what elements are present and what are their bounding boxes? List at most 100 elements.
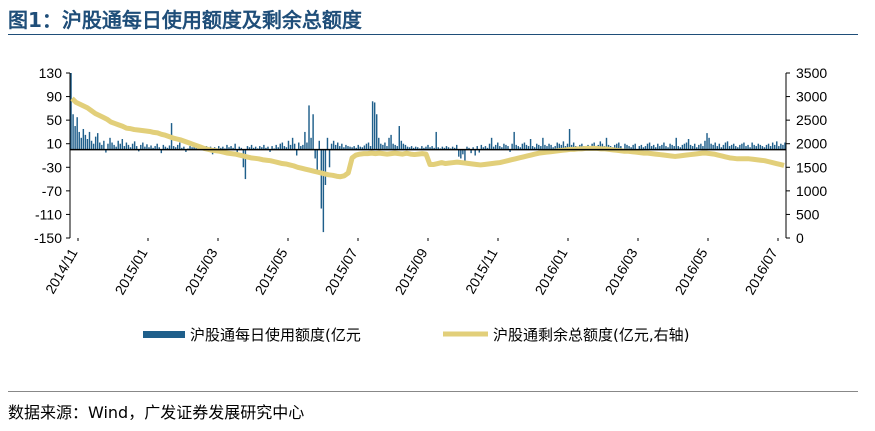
bar: [156, 143, 158, 150]
bar: [472, 147, 474, 150]
bar: [728, 146, 731, 150]
bar: [525, 144, 528, 150]
x-tick-label: 2015/09: [391, 245, 430, 297]
bar: [267, 146, 269, 150]
bar: [144, 146, 146, 150]
bar: [661, 144, 663, 150]
bar: [548, 143, 550, 150]
chart: 130 90 50 10 -30 -70 -110 -150 3500 3000 2500 2000 1…: [34, 65, 827, 344]
bar: [172, 146, 175, 150]
right-tick-label: 1500: [796, 159, 827, 175]
x-tick-label: 2015/05: [251, 245, 290, 297]
bar: [749, 147, 751, 150]
bar: [771, 142, 774, 150]
right-tick-label: 1000: [796, 183, 827, 199]
plot-area: [70, 73, 786, 233]
bar: [572, 142, 575, 150]
bar: [521, 143, 524, 150]
bar: [431, 146, 433, 150]
bar: [183, 146, 185, 150]
bar: [470, 149, 472, 154]
bar: [624, 143, 626, 150]
bar: [675, 137, 677, 150]
bar: [107, 143, 109, 150]
bar: [322, 149, 325, 233]
bar: [176, 144, 179, 150]
right-tick-label: 0: [796, 230, 804, 246]
bar: [634, 143, 636, 150]
title-divider: [8, 34, 858, 35]
bar: [529, 139, 532, 150]
bar: [669, 143, 671, 150]
bar: [642, 147, 645, 150]
bar: [195, 147, 197, 150]
bar: [441, 146, 444, 150]
right-tick-label: 2500: [796, 112, 827, 128]
bar: [369, 146, 372, 150]
bar: [238, 146, 240, 150]
bar: [626, 144, 628, 150]
left-tick-label: 50: [46, 112, 62, 128]
bar: [74, 126, 76, 150]
bar: [757, 143, 760, 150]
bar: [351, 147, 353, 150]
bar: [261, 147, 263, 150]
bar: [375, 114, 378, 150]
bar: [527, 146, 530, 150]
bar: [767, 143, 770, 150]
bar: [552, 147, 554, 150]
bar: [474, 149, 476, 156]
bar: [82, 128, 85, 150]
bar: [285, 147, 288, 150]
bar: [94, 136, 97, 150]
bar: [523, 142, 526, 150]
bar: [166, 147, 169, 150]
bar: [515, 144, 517, 150]
bar: [747, 144, 749, 150]
left-tick-label: 10: [46, 136, 62, 152]
x-tick-label: 2014/11: [42, 245, 81, 296]
bar: [753, 144, 755, 150]
bar: [671, 144, 673, 150]
bar: [710, 143, 712, 150]
bar: [275, 144, 277, 150]
bar: [774, 144, 776, 150]
bar: [462, 149, 464, 155]
bar: [650, 146, 653, 150]
bar: [494, 144, 497, 150]
bar: [398, 126, 400, 150]
bar: [663, 142, 665, 150]
bar: [363, 145, 366, 150]
bar: [751, 142, 753, 150]
bar: [550, 144, 552, 150]
left-tick-label: -70: [42, 183, 62, 199]
bar: [388, 137, 390, 150]
bar: [304, 131, 306, 150]
bar: [314, 149, 316, 159]
bar: [683, 143, 686, 150]
bar: [447, 147, 450, 150]
bar: [677, 146, 680, 150]
bar: [737, 147, 739, 150]
bar: [408, 147, 411, 150]
bar: [289, 144, 292, 150]
bar: [222, 146, 224, 150]
bar: [402, 143, 405, 150]
bar: [423, 147, 425, 150]
bar: [544, 144, 546, 150]
x-tick-label: 2015/01: [111, 245, 150, 297]
bar: [691, 146, 694, 150]
bar: [759, 144, 762, 150]
x-tick-label: 2015/11: [462, 245, 501, 296]
bar: [718, 143, 721, 150]
bar: [174, 147, 177, 150]
x-tick-label: 2016/01: [531, 245, 570, 297]
bar: [226, 144, 228, 150]
bar: [780, 143, 782, 150]
bar: [150, 145, 152, 150]
bar: [287, 140, 290, 150]
bar: [306, 142, 308, 150]
bar: [745, 146, 747, 150]
bar: [232, 147, 234, 150]
x-tick-label: 2016/07: [741, 245, 780, 297]
